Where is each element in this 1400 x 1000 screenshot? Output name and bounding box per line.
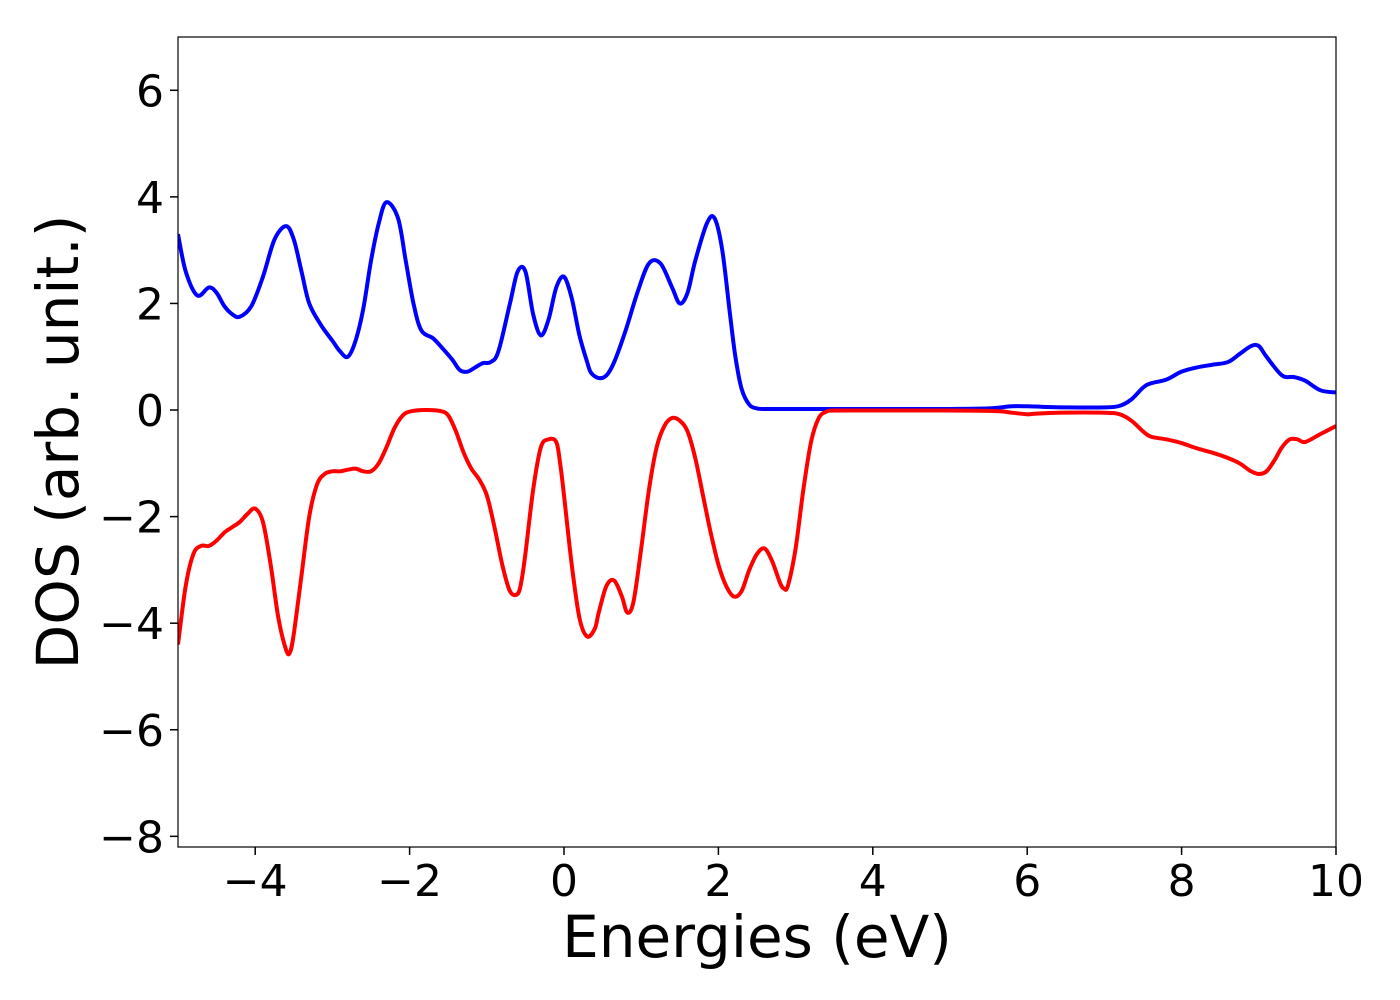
series-layer bbox=[178, 200, 1336, 657]
x-tick-label: 8 bbox=[1168, 856, 1196, 907]
y-tick-label: −8 bbox=[99, 812, 164, 863]
y-axis-ticks: −8 −6 −4 −2 0 2 4 6 bbox=[99, 66, 178, 863]
x-tick-label: 4 bbox=[859, 856, 887, 907]
x-axis-label: Energies (eV) bbox=[562, 903, 952, 971]
y-tick-label: 4 bbox=[136, 173, 164, 224]
y-tick-label: 6 bbox=[136, 66, 164, 117]
y-tick-label: −4 bbox=[99, 599, 164, 650]
plot-frame bbox=[177, 36, 1337, 848]
x-tick-label: 10 bbox=[1308, 856, 1364, 907]
x-tick-label: 6 bbox=[1013, 856, 1041, 907]
x-tick-label: 0 bbox=[550, 856, 578, 907]
y-tick-label: 2 bbox=[136, 279, 164, 330]
x-tick-label: 2 bbox=[704, 856, 732, 907]
x-axis-ticks: −4 −2 0 2 4 6 8 10 bbox=[223, 847, 1364, 907]
y-axis-label: DOS (arb. unit.) bbox=[24, 215, 92, 670]
series-line-1 bbox=[178, 200, 1336, 411]
y-tick-label: −2 bbox=[99, 493, 164, 544]
y-tick-label: −6 bbox=[99, 706, 164, 757]
x-tick-label: −4 bbox=[223, 856, 288, 907]
x-tick-label: −2 bbox=[377, 856, 442, 907]
y-tick-label: 0 bbox=[136, 386, 164, 437]
series-line-2 bbox=[178, 408, 1336, 657]
